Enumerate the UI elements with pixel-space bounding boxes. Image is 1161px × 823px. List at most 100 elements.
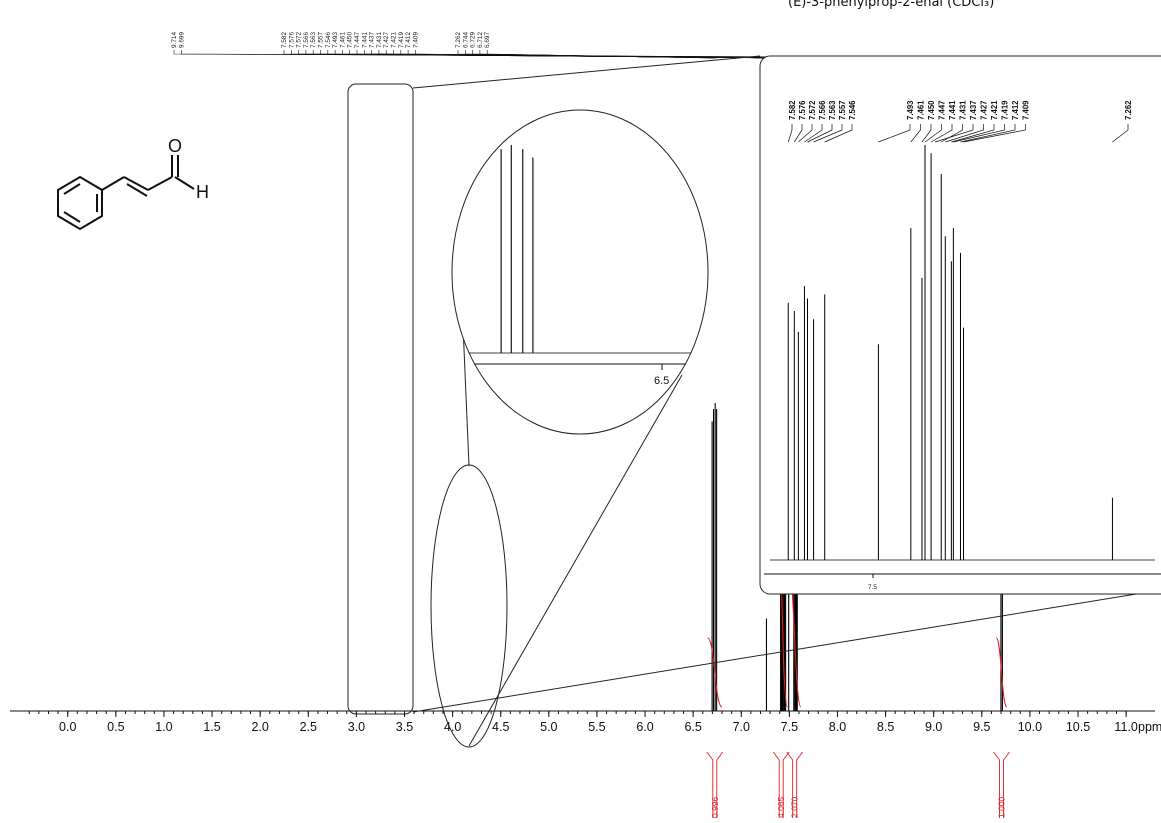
- x-tick-label: 5.5: [588, 720, 605, 734]
- zoom-shift-label: 7.461: [917, 100, 926, 120]
- inset-ellipse: 6.5: [451, 109, 709, 435]
- peak-shift-label: 7.493: [332, 32, 339, 48]
- zoom-label-leader: [945, 124, 984, 143]
- peak-shift-label: 7.582: [281, 32, 288, 48]
- peak-label-leader: [457, 50, 767, 59]
- ppm-axis: 11.0 10.5 10.0 9.5 9.0 8.5 8.0 7.5 7.0 6.5 6.0 5.5 5…: [10, 710, 1155, 734]
- zoom-label-leader: [921, 124, 932, 143]
- zoom-label-leader: [910, 124, 921, 143]
- peak-label-group: 9.714 9.699 7.582 7.576 7.572 7.566 7.563 7.557…: [171, 32, 1003, 59]
- peak-shift-label: 7.421: [391, 32, 398, 48]
- zoom-label-leader: [804, 124, 823, 143]
- zoom-shift-label: 7.572: [808, 100, 817, 120]
- ellipse-axis-tick: 6.5: [654, 375, 669, 387]
- x-tick-label: 9.5: [973, 720, 990, 734]
- peak-shift-label: 7.431: [376, 32, 383, 48]
- zoom-shift-label: 7.421: [990, 100, 999, 120]
- x-tick-label: 1.5: [203, 720, 220, 734]
- x-tick-label: 5.0: [540, 720, 557, 734]
- oxygen-label: O: [168, 136, 182, 156]
- zoom-axis-tick: 7.5: [868, 584, 877, 591]
- zoom-shift-label: 7.412: [1011, 100, 1020, 120]
- peak-shift-label: 6.744: [462, 32, 469, 48]
- zoom-connector-bottom: [412, 589, 1161, 713]
- peak-shift-label: 7.409: [412, 32, 419, 48]
- integral-bracket: [786, 751, 804, 818]
- peak-shift-label: 6.697: [484, 32, 491, 48]
- zoom-peak-labels: 7.582 7.576 7.572 7.566 7.563 7.557 7.546 7.493…: [787, 100, 1133, 143]
- integral-bracket: [706, 751, 724, 818]
- zoom-shift-label: 7.409: [1022, 100, 1031, 120]
- zoom-label-leader: [930, 124, 953, 143]
- peak-shift-label: 7.419: [398, 32, 405, 48]
- x-tick-label: 0.5: [107, 720, 124, 734]
- peak-shift-label: 7.427: [383, 32, 390, 48]
- ellipse-inset-trace: [452, 145, 705, 354]
- x-tick-label: 4.0: [444, 720, 461, 734]
- x-tick-label: 0.0: [59, 720, 76, 734]
- zoom-shift-label: 7.493: [906, 100, 915, 120]
- zoom-label-leader: [787, 124, 793, 143]
- integral-value: 0.996: [710, 796, 720, 818]
- integral-curve: [995, 637, 1008, 708]
- x-tick-label: 10.5: [1066, 720, 1090, 734]
- peak-shift-label: 7.572: [296, 32, 303, 48]
- peak-shift-label: 7.441: [361, 32, 368, 48]
- peak-shift-label: 7.566: [303, 32, 310, 48]
- zoom-label-leader: [951, 124, 995, 143]
- zoom-shift-label: 7.563: [828, 100, 837, 120]
- zoom-shift-label: 7.546: [848, 100, 857, 120]
- zoom-shift-label: 7.437: [969, 100, 978, 120]
- peak-shift-label: 7.447: [354, 32, 361, 48]
- peak-label-leader: [486, 50, 713, 59]
- x-tick-label: 11.0: [1114, 720, 1137, 734]
- zoom-label-leader: [960, 124, 1016, 143]
- zoom-shift-label: 7.262: [1124, 100, 1133, 120]
- x-tick-label: 7.0: [733, 720, 750, 734]
- integral-bracket: [993, 751, 1010, 818]
- peak-shift-label: 7.437: [369, 32, 376, 48]
- zoom-shift-label: 7.450: [927, 100, 936, 120]
- peak-shift-label: 7.262: [455, 32, 462, 48]
- zoom-label-leader: [813, 124, 843, 143]
- x-tick-label: 2.5: [300, 720, 317, 734]
- integral-curve: [707, 637, 723, 708]
- zoom-label-leader: [878, 124, 911, 143]
- zoom-label-leader: [824, 124, 853, 143]
- zoom-shift-label: 7.557: [838, 100, 847, 120]
- zoom-shift-label: 7.447: [938, 100, 947, 120]
- zoom-shift-label: 7.576: [798, 100, 807, 120]
- x-tick-label: 3.5: [396, 720, 413, 734]
- inset-zoom-panel: 7.582 7.576 7.572 7.566 7.563 7.557 7.546 7.493…: [759, 55, 1161, 595]
- ellipse-connector-right: [468, 374, 683, 747]
- x-tick-label: 8.5: [877, 720, 894, 734]
- peak-shift-label: 7.412: [405, 32, 412, 48]
- zoom-shift-label: 7.431: [959, 100, 968, 120]
- x-tick-label: 3.0: [348, 720, 365, 734]
- x-tick-label: 1.0: [155, 720, 172, 734]
- zoom-label-leader: [794, 124, 803, 143]
- x-tick-label: 7.5: [781, 720, 798, 734]
- zoom-label-leader: [963, 124, 1026, 143]
- peak-shift-label: 7.576: [288, 32, 295, 48]
- x-tick-label: 2.0: [251, 720, 268, 734]
- zoom-label-leader: [807, 124, 833, 143]
- x-tick-label: 8.0: [829, 720, 846, 734]
- peak-shift-label: 7.563: [310, 32, 317, 48]
- axis-unit-label: ppm: [1138, 720, 1161, 734]
- peak-shift-label: 6.729: [470, 32, 477, 48]
- peak-shift-label: 7.450: [347, 32, 354, 48]
- integral-value: 4.065: [776, 796, 786, 818]
- zoom-shift-label: 7.566: [818, 100, 827, 120]
- peak-shift-label: 6.712: [477, 32, 484, 48]
- x-tick-label: 10.0: [1018, 720, 1042, 734]
- peak-shift-label: 7.461: [339, 32, 346, 48]
- integral-value: 2.070: [790, 796, 800, 818]
- chart-title: (E)-3-phenylprop-2-enal (CDCl₃): [788, 0, 994, 10]
- peak-shift-label: 7.546: [325, 32, 332, 48]
- x-tick-label: 4.5: [492, 720, 509, 734]
- zoom-label-leader: [935, 124, 974, 143]
- cinnamaldehyde-structure: [57, 155, 195, 231]
- peak-shift-label: 9.699: [178, 32, 185, 48]
- x-tick-label: 6.5: [684, 720, 701, 734]
